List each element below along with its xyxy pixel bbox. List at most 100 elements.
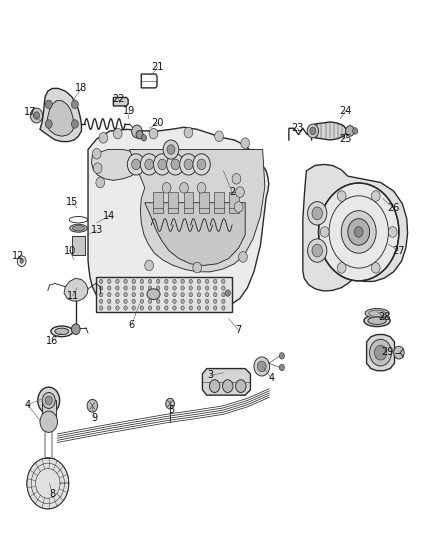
Circle shape: [353, 128, 358, 134]
Circle shape: [184, 127, 193, 138]
Circle shape: [258, 361, 266, 372]
Circle shape: [222, 293, 225, 297]
Circle shape: [45, 120, 52, 128]
Circle shape: [354, 227, 363, 237]
Circle shape: [124, 299, 127, 303]
Circle shape: [113, 128, 122, 139]
Circle shape: [93, 163, 102, 173]
Circle shape: [158, 159, 166, 169]
Circle shape: [173, 293, 176, 297]
Circle shape: [337, 263, 346, 273]
Circle shape: [213, 293, 217, 297]
Text: 16: 16: [46, 336, 58, 346]
Circle shape: [222, 286, 225, 290]
Circle shape: [124, 286, 127, 290]
Circle shape: [33, 112, 39, 119]
Circle shape: [197, 293, 201, 297]
Circle shape: [181, 293, 184, 297]
Bar: [153, 192, 162, 213]
Circle shape: [197, 279, 201, 284]
Bar: [42, 400, 56, 422]
Circle shape: [213, 299, 217, 303]
Ellipse shape: [368, 317, 386, 325]
Circle shape: [132, 125, 142, 138]
Bar: [96, 277, 232, 312]
Circle shape: [99, 299, 103, 303]
Circle shape: [225, 290, 230, 296]
Circle shape: [370, 340, 392, 366]
Circle shape: [153, 154, 171, 175]
Bar: [230, 192, 239, 213]
Circle shape: [140, 286, 144, 290]
Ellipse shape: [365, 309, 389, 318]
Circle shape: [148, 293, 152, 297]
Text: 19: 19: [124, 106, 136, 116]
Circle shape: [92, 149, 101, 159]
Circle shape: [127, 154, 145, 175]
Circle shape: [205, 279, 209, 284]
Circle shape: [222, 299, 225, 303]
Polygon shape: [40, 88, 81, 142]
Circle shape: [148, 306, 152, 310]
Circle shape: [236, 379, 246, 392]
Ellipse shape: [364, 315, 390, 327]
Polygon shape: [46, 101, 74, 136]
Circle shape: [213, 286, 217, 290]
Circle shape: [116, 299, 119, 303]
Circle shape: [140, 279, 144, 284]
Circle shape: [197, 182, 206, 193]
Circle shape: [30, 108, 42, 123]
Circle shape: [312, 207, 322, 220]
Circle shape: [96, 177, 105, 188]
Circle shape: [156, 293, 160, 297]
Circle shape: [346, 126, 354, 136]
Polygon shape: [88, 127, 269, 310]
Polygon shape: [367, 335, 395, 370]
Polygon shape: [303, 165, 408, 291]
Circle shape: [166, 398, 174, 409]
Circle shape: [197, 286, 201, 290]
Circle shape: [307, 201, 327, 225]
Circle shape: [165, 286, 168, 290]
Text: 18: 18: [75, 83, 88, 93]
Circle shape: [148, 279, 152, 284]
Circle shape: [99, 286, 103, 290]
Text: 23: 23: [291, 123, 304, 133]
Text: 15: 15: [66, 197, 78, 207]
Circle shape: [87, 399, 98, 412]
Circle shape: [205, 293, 209, 297]
Circle shape: [107, 299, 111, 303]
Circle shape: [341, 211, 376, 253]
Circle shape: [156, 306, 160, 310]
Circle shape: [149, 128, 158, 139]
Text: 17: 17: [24, 107, 36, 117]
Circle shape: [107, 286, 111, 290]
Text: 26: 26: [388, 203, 400, 213]
Circle shape: [124, 293, 127, 297]
Ellipse shape: [369, 310, 385, 317]
Circle shape: [236, 187, 244, 197]
Circle shape: [124, 306, 127, 310]
Bar: [214, 192, 224, 213]
Circle shape: [197, 306, 201, 310]
Circle shape: [141, 135, 147, 141]
Circle shape: [132, 286, 135, 290]
Ellipse shape: [51, 326, 73, 337]
Circle shape: [184, 159, 193, 169]
Circle shape: [140, 299, 144, 303]
Text: 3: 3: [207, 370, 213, 381]
Circle shape: [371, 191, 380, 201]
Circle shape: [279, 353, 285, 359]
Circle shape: [180, 154, 197, 175]
Bar: [72, 236, 85, 255]
Circle shape: [71, 100, 78, 109]
Circle shape: [165, 299, 168, 303]
Circle shape: [197, 159, 206, 169]
Circle shape: [132, 279, 135, 284]
Circle shape: [181, 299, 184, 303]
Text: 4: 4: [25, 400, 31, 410]
Text: 14: 14: [103, 211, 115, 221]
Circle shape: [312, 244, 322, 257]
Circle shape: [165, 279, 168, 284]
Circle shape: [234, 201, 243, 212]
